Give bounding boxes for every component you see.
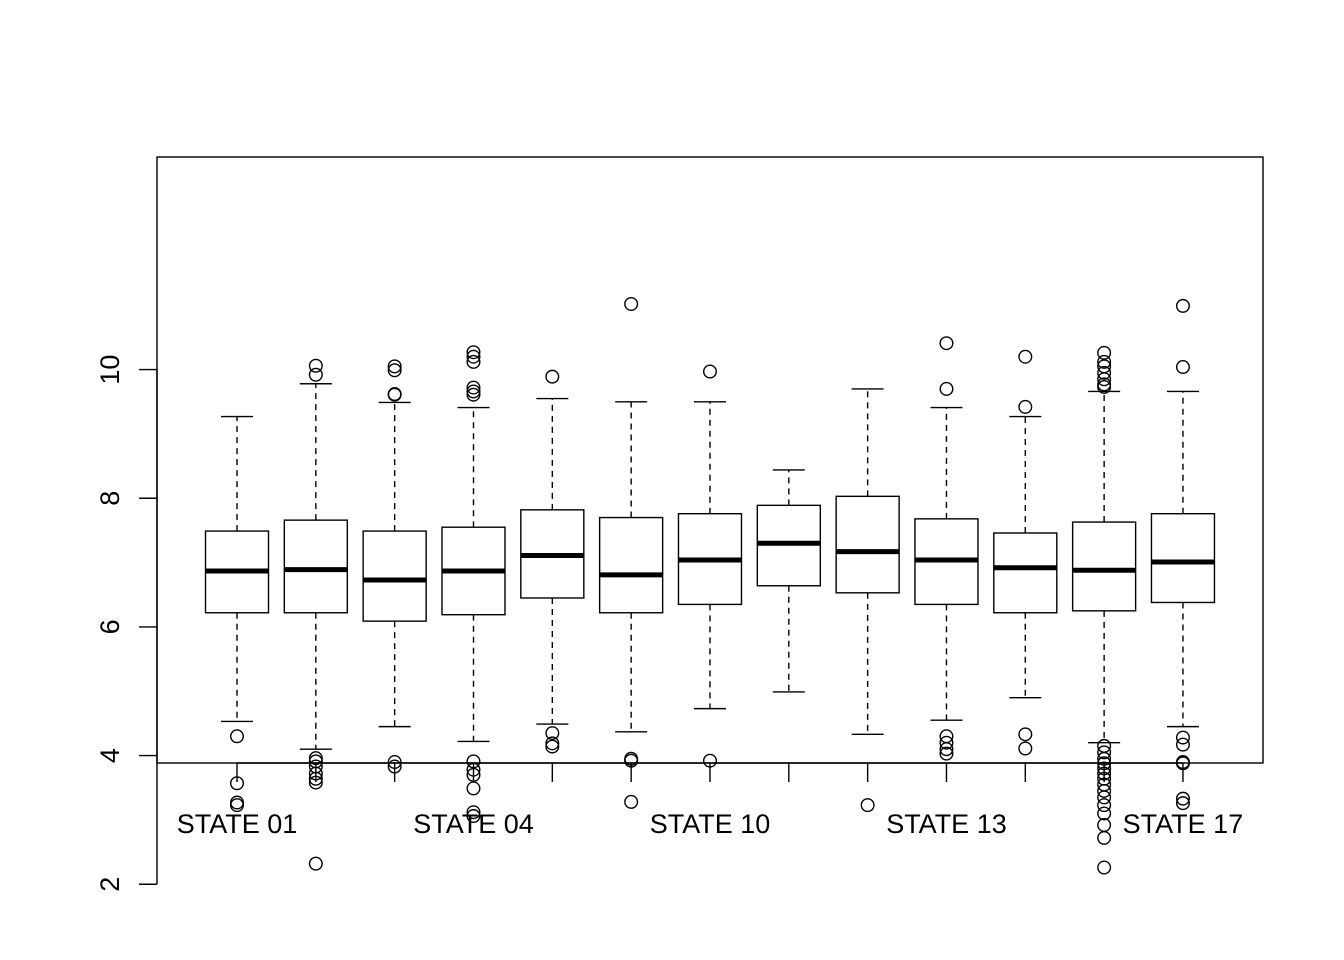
iqr-box xyxy=(362,530,427,622)
outlier-point xyxy=(229,798,244,813)
outlier-point xyxy=(1097,783,1112,798)
outlier-point xyxy=(624,794,639,809)
outlier-point xyxy=(1097,359,1112,374)
outlier-point xyxy=(387,359,402,374)
outlier-point xyxy=(1175,791,1190,806)
outlier-point xyxy=(1097,345,1112,360)
box-group xyxy=(677,364,743,768)
outlier-point xyxy=(466,781,481,796)
outlier-point xyxy=(1018,349,1033,364)
outlier-point xyxy=(1018,741,1033,756)
outlier-point xyxy=(1097,365,1112,380)
outlier-point xyxy=(1097,830,1112,845)
iqr-box xyxy=(598,516,664,614)
box-group xyxy=(835,388,900,813)
outlier-point xyxy=(545,736,560,751)
outlier-point xyxy=(1175,737,1190,752)
box-group xyxy=(362,359,427,774)
x-tick-label: STATE 13 xyxy=(886,809,1007,839)
x-tick-label: STATE 04 xyxy=(413,809,534,839)
box-group xyxy=(993,349,1058,756)
outlier-point xyxy=(939,742,954,757)
y-tick-label: 6 xyxy=(95,619,125,634)
plot-frame xyxy=(156,156,1264,764)
outlier-point xyxy=(1018,399,1033,414)
outlier-point xyxy=(466,384,481,399)
outlier-point xyxy=(1097,806,1112,821)
outlier-point xyxy=(229,729,244,744)
outlier-point xyxy=(939,735,954,750)
outlier-point xyxy=(860,798,875,813)
y-tick-label: 2 xyxy=(95,877,125,892)
outlier-point xyxy=(308,358,323,373)
iqr-box xyxy=(1071,521,1137,612)
outlier-point xyxy=(939,746,954,761)
outlier-point xyxy=(1097,860,1112,875)
outlier-point xyxy=(1175,796,1190,811)
outlier-point xyxy=(702,364,717,379)
iqr-box xyxy=(835,495,900,594)
box-group xyxy=(204,415,270,813)
outlier-point xyxy=(387,363,402,378)
box-group xyxy=(1071,345,1137,875)
iqr-box xyxy=(1150,512,1216,604)
box-group xyxy=(598,296,664,809)
outlier-point xyxy=(545,739,560,754)
outlier-point xyxy=(939,336,954,351)
outlier-point xyxy=(1175,730,1190,745)
boxes-layer xyxy=(204,296,1216,875)
iqr-box xyxy=(993,532,1058,614)
outlier-point xyxy=(308,367,323,382)
outlier-point xyxy=(1097,790,1112,805)
outlier-point xyxy=(1097,745,1112,760)
box-group xyxy=(756,469,822,693)
outlier-point xyxy=(466,345,481,360)
axes-layer: 2 4 6 8 10 STATE 01 STATE 04 STATE 10 STATE 13 ST… xyxy=(95,355,1243,892)
outlier-point xyxy=(466,349,481,364)
outlier-point xyxy=(466,387,481,402)
outlier-point xyxy=(1175,298,1190,313)
outlier-point xyxy=(466,805,481,820)
outlier-point xyxy=(939,381,954,396)
box-group xyxy=(1150,298,1216,811)
outlier-point xyxy=(545,726,560,741)
outlier-point xyxy=(1097,818,1112,833)
y-tick-label: 10 xyxy=(95,355,125,385)
outlier-point xyxy=(387,387,402,402)
x-tick-label: STATE 01 xyxy=(177,809,298,839)
box-group xyxy=(914,336,979,761)
outlier-point xyxy=(1097,354,1112,369)
x-tick-label: STATE 17 xyxy=(1123,809,1244,839)
box-group xyxy=(441,345,506,824)
outlier-point xyxy=(1175,360,1190,375)
outlier-point xyxy=(1097,377,1112,392)
iqr-box xyxy=(283,519,349,614)
outlier-point xyxy=(466,380,481,395)
outlier-point xyxy=(466,354,481,369)
y-tick-label: 8 xyxy=(95,491,125,506)
outlier-point xyxy=(624,296,639,311)
box-group xyxy=(520,369,585,754)
outlier-point xyxy=(1097,798,1112,813)
x-tick-label: STATE 10 xyxy=(650,809,771,839)
outlier-point xyxy=(466,809,481,824)
box-group xyxy=(283,358,349,871)
outlier-point xyxy=(545,369,560,384)
y-tick-label: 4 xyxy=(95,748,125,763)
outlier-point xyxy=(308,856,323,871)
outlier-point xyxy=(1018,727,1033,742)
